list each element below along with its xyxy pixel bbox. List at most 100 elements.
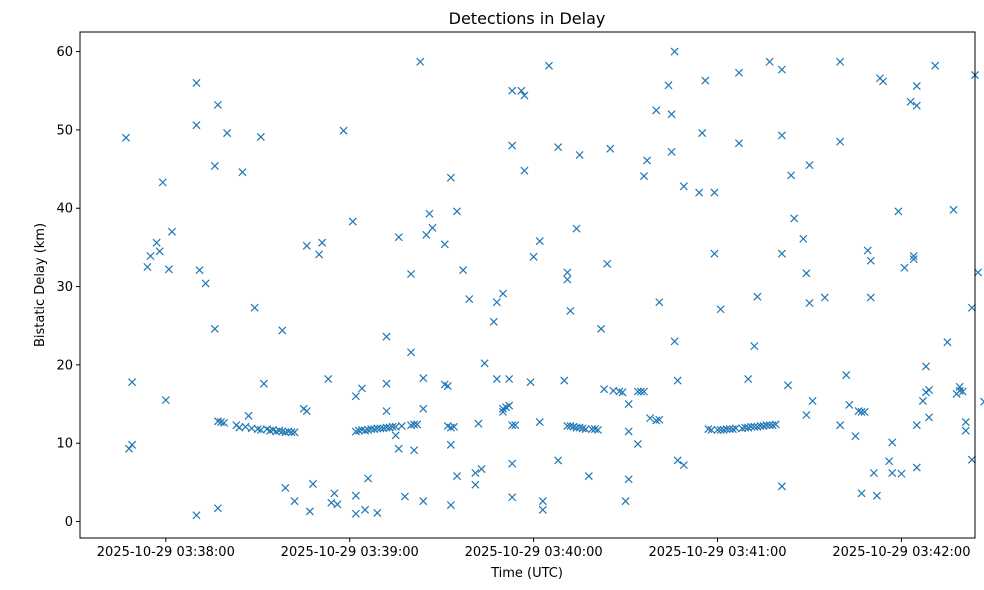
data-point bbox=[272, 427, 281, 436]
data-point bbox=[888, 438, 897, 447]
data-point bbox=[603, 259, 612, 268]
data-point bbox=[492, 374, 501, 384]
data-point bbox=[802, 411, 811, 420]
data-point bbox=[511, 421, 520, 430]
data-point bbox=[244, 411, 253, 420]
y-tick-label: 10 bbox=[56, 437, 73, 452]
data-point bbox=[857, 489, 866, 498]
data-point bbox=[315, 250, 324, 259]
data-point bbox=[670, 47, 679, 56]
data-point bbox=[606, 144, 615, 153]
data-point bbox=[894, 207, 903, 216]
data-point bbox=[566, 421, 575, 431]
data-point bbox=[701, 76, 710, 85]
data-point bbox=[446, 501, 455, 510]
data-point bbox=[593, 425, 603, 434]
y-axis-label: Bistatic Delay (km) bbox=[33, 223, 48, 347]
data-point bbox=[192, 78, 201, 87]
data-point bbox=[410, 420, 419, 429]
data-point bbox=[216, 418, 226, 427]
data-point bbox=[578, 424, 587, 433]
data-point bbox=[143, 262, 152, 272]
data-point bbox=[520, 166, 529, 175]
data-point bbox=[949, 205, 958, 214]
data-point bbox=[784, 381, 793, 390]
data-point bbox=[410, 446, 419, 455]
data-point bbox=[652, 106, 661, 115]
data-point bbox=[419, 497, 428, 506]
data-point bbox=[863, 246, 872, 255]
data-point bbox=[980, 397, 984, 406]
data-point bbox=[287, 428, 296, 437]
data-point bbox=[152, 238, 161, 247]
x-tick-label: 2025-10-29 03:38:00 bbox=[97, 545, 235, 560]
data-point bbox=[361, 426, 370, 435]
data-point bbox=[851, 432, 860, 441]
data-point bbox=[400, 492, 409, 501]
data-point bbox=[538, 505, 547, 514]
data-point bbox=[768, 421, 777, 430]
data-point bbox=[777, 131, 786, 140]
data-point bbox=[281, 428, 290, 437]
data-point bbox=[646, 414, 655, 423]
data-point bbox=[351, 491, 360, 500]
data-point bbox=[667, 110, 676, 119]
data-point bbox=[679, 461, 688, 470]
data-point bbox=[575, 423, 584, 432]
data-point bbox=[474, 419, 483, 428]
data-point bbox=[967, 303, 976, 312]
data-point bbox=[302, 241, 311, 250]
data-point bbox=[771, 420, 780, 429]
data-point bbox=[753, 292, 762, 301]
data-point bbox=[407, 348, 416, 357]
data-point bbox=[333, 500, 342, 509]
data-point bbox=[195, 266, 204, 275]
data-point bbox=[324, 374, 333, 384]
data-point bbox=[394, 233, 403, 242]
data-point bbox=[575, 150, 584, 159]
data-point bbox=[554, 456, 563, 465]
data-point bbox=[581, 425, 590, 434]
data-point bbox=[373, 424, 382, 433]
data-point bbox=[210, 324, 219, 333]
data-point bbox=[667, 147, 676, 156]
data-point bbox=[762, 421, 771, 430]
data-point bbox=[655, 415, 664, 424]
data-point bbox=[128, 378, 137, 387]
data-point bbox=[633, 387, 642, 396]
data-point bbox=[912, 463, 921, 472]
data-point bbox=[305, 507, 314, 516]
data-point bbox=[563, 275, 572, 284]
data-point bbox=[446, 173, 455, 182]
data-point bbox=[526, 378, 535, 387]
data-points bbox=[121, 47, 984, 520]
y-tick-label: 0 bbox=[65, 515, 73, 530]
data-point bbox=[364, 474, 373, 483]
data-point bbox=[820, 293, 829, 302]
data-point bbox=[860, 407, 869, 416]
data-point bbox=[597, 324, 606, 333]
data-point bbox=[161, 396, 170, 405]
data-point bbox=[639, 387, 648, 396]
data-point bbox=[416, 57, 425, 66]
data-point bbox=[787, 171, 796, 180]
data-point bbox=[498, 289, 508, 298]
data-point bbox=[560, 376, 569, 385]
data-point bbox=[885, 457, 894, 466]
data-point bbox=[259, 379, 268, 388]
data-point bbox=[529, 252, 538, 261]
data-point bbox=[906, 97, 915, 106]
data-point bbox=[897, 469, 906, 478]
data-point bbox=[220, 418, 229, 427]
data-point bbox=[465, 295, 474, 304]
data-point bbox=[128, 440, 137, 449]
x-tick-label: 2025-10-29 03:40:00 bbox=[465, 545, 603, 560]
data-point bbox=[357, 425, 367, 434]
data-point bbox=[339, 126, 348, 135]
data-point bbox=[275, 426, 284, 435]
data-point bbox=[808, 396, 817, 405]
data-point bbox=[290, 428, 299, 437]
data-point bbox=[713, 425, 722, 434]
data-point bbox=[872, 491, 881, 500]
data-point bbox=[471, 468, 480, 478]
